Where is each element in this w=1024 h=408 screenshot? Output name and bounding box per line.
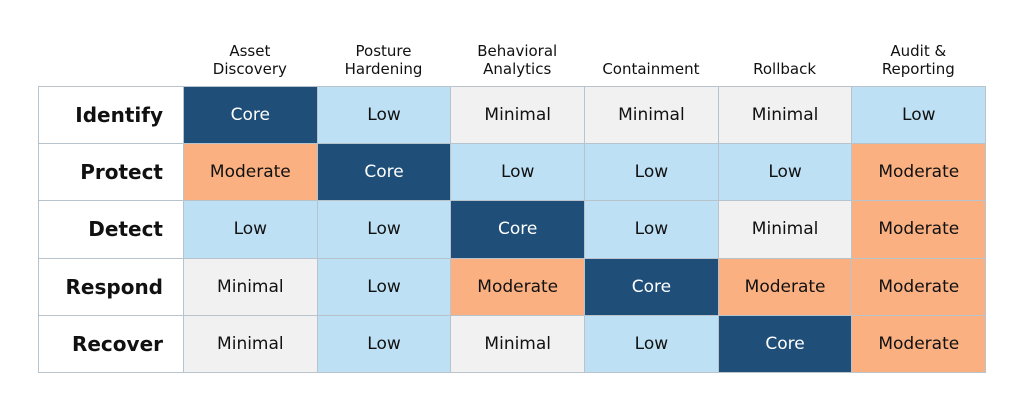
matrix-cell: Low [317, 258, 452, 316]
column-header-posture-hardening: Posture Hardening [344, 42, 423, 78]
column-header-row: Asset Discovery Posture Hardening Behavi… [183, 29, 986, 86]
matrix-cell: Minimal [718, 201, 853, 259]
matrix-cell: Moderate [852, 258, 987, 316]
matrix-cell: Low [585, 201, 719, 259]
matrix-grid: Identify Core Low Minimal Minimal Minima… [38, 86, 987, 373]
column-header-behavioral-analytics: Behavioral Analytics [477, 42, 558, 78]
matrix-row-identify: Identify Core Low Minimal Minimal Minima… [39, 87, 987, 145]
matrix-row-detect: Detect Low Low Core Low Minimal Moderate [39, 201, 987, 259]
matrix-cell: Moderate [852, 201, 987, 259]
matrix-cell: Minimal [184, 315, 318, 373]
matrix-row-respond: Respond Minimal Low Moderate Core Modera… [39, 258, 987, 316]
column-header-asset-discovery: Asset Discovery [212, 42, 287, 78]
matrix-cell: Core [451, 201, 586, 259]
column-header-containment: Containment [602, 60, 700, 78]
matrix-cell: Moderate [852, 144, 987, 202]
matrix-cell: Minimal [451, 87, 586, 145]
row-label-protect: Protect [39, 144, 184, 202]
matrix-cell: Low [585, 144, 719, 202]
coverage-matrix: Asset Discovery Posture Hardening Behavi… [38, 29, 987, 373]
row-label-identify: Identify [39, 87, 184, 145]
matrix-cell: Moderate [718, 258, 853, 316]
matrix-row-protect: Protect Moderate Core Low Low Low Modera… [39, 144, 987, 202]
matrix-cell: Core [718, 315, 853, 373]
column-header-audit-reporting: Audit & Reporting [881, 42, 955, 78]
matrix-cell: Moderate [451, 258, 586, 316]
matrix-row-recover: Recover Minimal Low Minimal Low Core Mod… [39, 315, 987, 373]
column-header-rollback: Rollback [753, 60, 817, 78]
matrix-cell: Minimal [585, 87, 719, 145]
matrix-cell: Low [184, 201, 318, 259]
row-label-recover: Recover [39, 315, 184, 373]
matrix-cell: Core [585, 258, 719, 316]
matrix-cell: Low [718, 144, 853, 202]
matrix-cell: Low [852, 87, 987, 145]
matrix-cell: Low [585, 315, 719, 373]
matrix-cell: Low [451, 144, 586, 202]
row-label-detect: Detect [39, 201, 184, 259]
matrix-cell: Core [184, 87, 318, 145]
matrix-cell: Low [317, 315, 452, 373]
row-label-respond: Respond [39, 258, 184, 316]
matrix-cell: Minimal [184, 258, 318, 316]
matrix-cell: Minimal [451, 315, 586, 373]
matrix-cell: Moderate [852, 315, 987, 373]
matrix-cell: Low [317, 87, 452, 145]
matrix-cell: Moderate [184, 144, 318, 202]
matrix-cell: Minimal [718, 87, 853, 145]
matrix-cell: Core [317, 144, 452, 202]
matrix-cell: Low [317, 201, 452, 259]
